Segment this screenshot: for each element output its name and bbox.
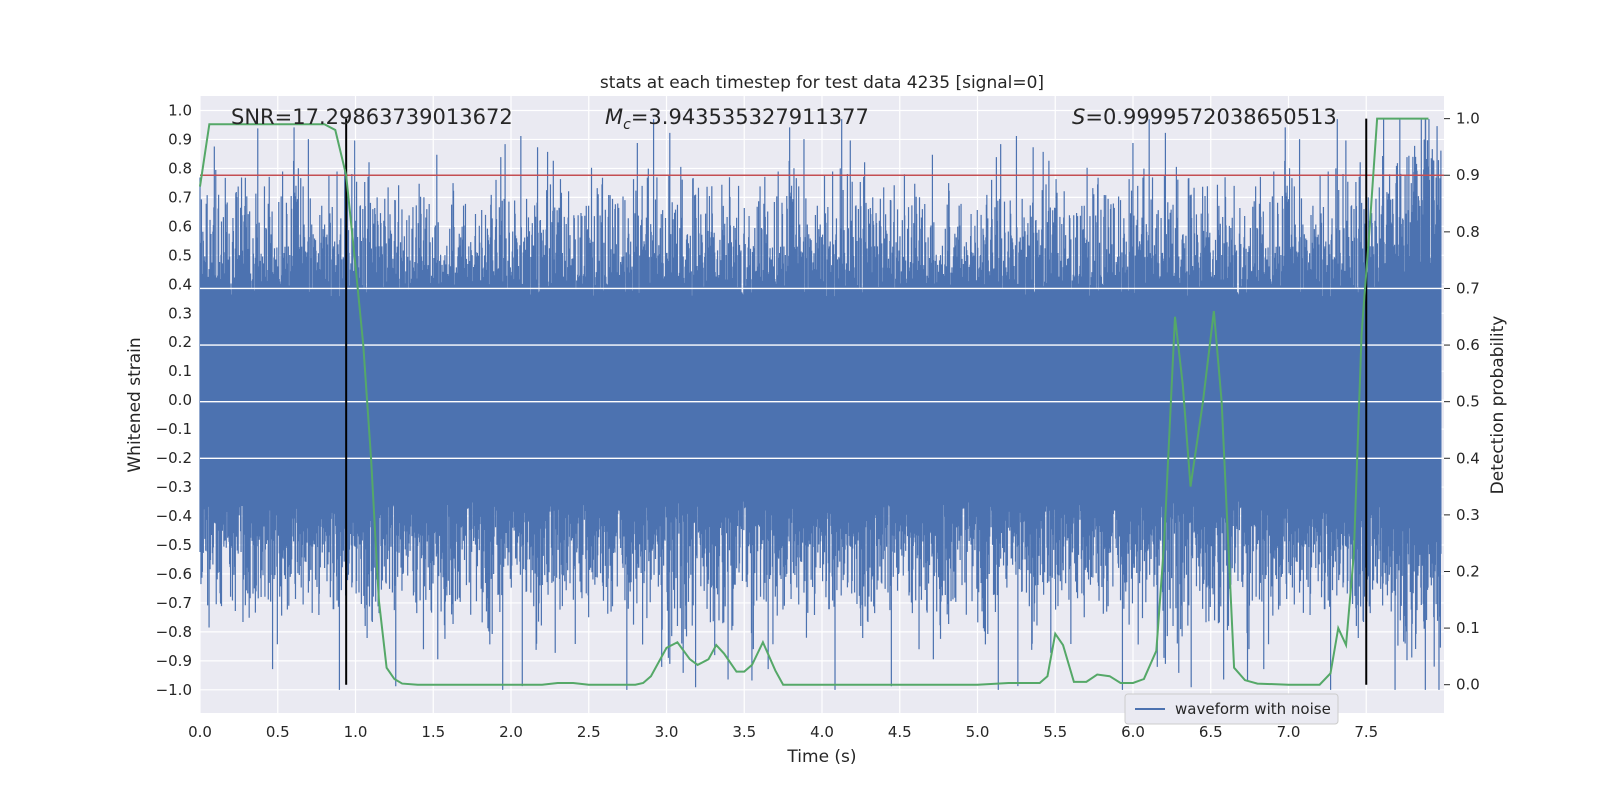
x-tick-label: 1.5 xyxy=(421,723,445,741)
right-y-tick-label: 0.4 xyxy=(1456,449,1480,467)
x-axis-label: Time (s) xyxy=(786,747,856,767)
x-tick-label: 6.5 xyxy=(1199,723,1223,741)
score-annotation: S=0.9999572038650513 xyxy=(1072,105,1337,129)
left-y-tick-label: −0.4 xyxy=(156,507,192,525)
right-y-tick-label: 0.3 xyxy=(1456,506,1480,524)
left-y-tick-label: 0.3 xyxy=(168,304,192,322)
right-y-tick-label: 0.6 xyxy=(1456,336,1480,354)
right-y-axis-label: Detection probability xyxy=(1488,316,1508,495)
x-tick-label: 3.0 xyxy=(655,723,679,741)
x-tick-label: 1.0 xyxy=(344,723,368,741)
right-y-tick-label: 1.0 xyxy=(1456,110,1480,128)
left-y-tick-label: 0.1 xyxy=(168,362,192,380)
x-tick-label: 6.0 xyxy=(1121,723,1145,741)
right-y-tick-labels: 1.0 0.9 0.8 0.7 0.6 0.5 0.4 0.3 0.2 0.1 0.0 xyxy=(1444,110,1480,694)
right-y-tick-label: 0.8 xyxy=(1456,223,1480,241)
left-y-tick-label: −1.0 xyxy=(156,681,192,699)
x-tick-label: 7.0 xyxy=(1277,723,1301,741)
x-tick-label: 4.0 xyxy=(810,723,834,741)
left-y-tick-label: 0.0 xyxy=(168,391,192,409)
vertical-markers xyxy=(345,118,1368,685)
x-tick-label: 2.0 xyxy=(499,723,523,741)
left-y-tick-label: −0.6 xyxy=(156,565,192,583)
right-y-tick-label: 0.7 xyxy=(1456,279,1480,297)
left-y-tick-label: −0.2 xyxy=(156,449,192,467)
x-tick-label: 5.0 xyxy=(966,723,990,741)
left-y-tick-label: −0.7 xyxy=(156,594,192,612)
chirp-mass-annotation: Mc=3.943535327911377 xyxy=(605,105,869,133)
legend: waveform with noise xyxy=(1124,693,1339,725)
right-y-tick-label: 0.2 xyxy=(1456,562,1480,580)
left-y-tick-label: −0.5 xyxy=(156,536,192,554)
left-y-tick-label: −0.9 xyxy=(156,652,192,670)
left-y-tick-label: 0.8 xyxy=(168,159,192,177)
x-tick-label: 4.5 xyxy=(888,723,912,741)
x-tick-label: 5.5 xyxy=(1043,723,1067,741)
right-y-tick-label: 0.5 xyxy=(1456,393,1480,411)
left-y-axis-label: Whitened strain xyxy=(125,337,145,472)
legend-box xyxy=(1124,693,1339,725)
right-y-tick-label: 0.9 xyxy=(1456,166,1480,184)
x-tick-label: 7.5 xyxy=(1354,723,1378,741)
left-y-tick-label: 1.0 xyxy=(168,101,192,119)
x-tick-label: 0.0 xyxy=(188,723,212,741)
probability-line xyxy=(199,117,1429,686)
snr-annotation: SNR=17.29863739013672 xyxy=(231,105,513,129)
x-tick-label: 0.5 xyxy=(266,723,290,741)
legend-label: waveform with noise xyxy=(1175,700,1331,718)
left-y-tick-label: 0.4 xyxy=(168,275,192,293)
left-y-tick-label: −0.8 xyxy=(156,623,192,641)
left-y-tick-label: 0.5 xyxy=(168,246,192,264)
chart-title: stats at each timestep for test data 423… xyxy=(600,73,1044,93)
right-y-tick-label: 0.1 xyxy=(1456,619,1480,637)
left-y-tick-labels: 1.0 0.9 0.8 0.7 0.6 0.5 0.4 0.3 0.2 0.1 0.0 −0.1 −0.… xyxy=(156,101,192,698)
left-y-tick-label: 0.7 xyxy=(168,188,192,206)
x-tick-label: 2.5 xyxy=(577,723,601,741)
x-tick-label: 3.5 xyxy=(732,723,756,741)
left-y-tick-label: −0.3 xyxy=(156,478,192,496)
left-y-tick-label: 0.6 xyxy=(168,217,192,235)
x-tick-labels: 0.0 0.5 1.0 1.5 2.0 2.5 3.0 3.5 4.0 4.5 5.0 5.5 6.0 6… xyxy=(188,723,1378,741)
waveform-trace xyxy=(199,119,1442,690)
right-y-tick-label: 0.0 xyxy=(1456,676,1480,694)
waveform-series xyxy=(199,119,1444,690)
left-y-tick-label: −0.1 xyxy=(156,420,192,438)
left-y-tick-label: 0.9 xyxy=(168,130,192,148)
left-y-tick-label: 0.2 xyxy=(168,333,192,351)
